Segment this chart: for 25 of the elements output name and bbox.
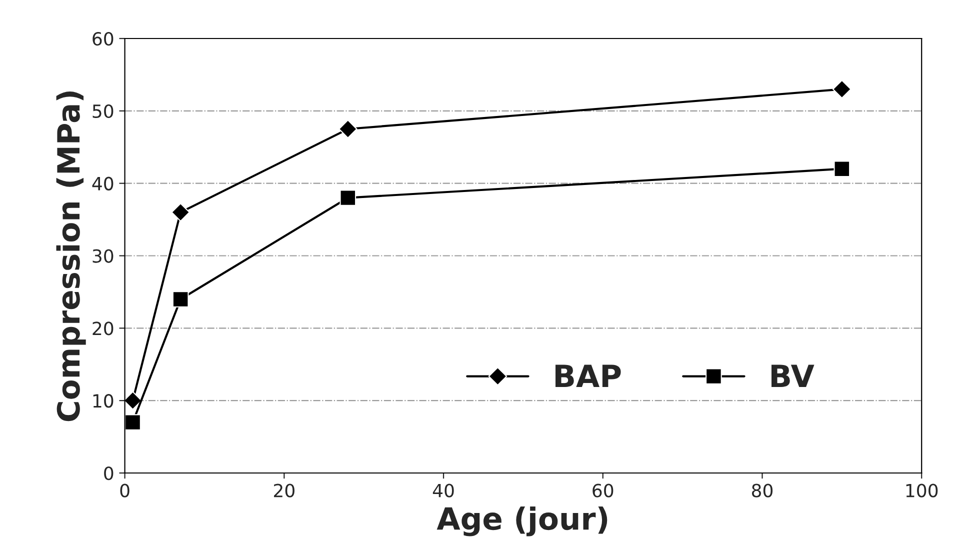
point — [124, 391, 142, 410]
y-tick-label: 10 — [93, 394, 114, 408]
legend-label: BV — [772, 364, 814, 388]
point — [124, 414, 141, 430]
point — [340, 190, 356, 206]
point — [172, 291, 189, 308]
point — [832, 80, 852, 99]
y-tick-label: 40 — [92, 176, 114, 190]
y-tick-label: 20 — [92, 322, 114, 336]
y-tick-label: 0 — [104, 466, 114, 480]
y-axis-title: Compression (MPa) — [56, 92, 86, 422]
x-tick-label: 80 — [752, 484, 773, 498]
point — [338, 120, 358, 138]
point — [834, 160, 850, 178]
x-tick-label: 40 — [432, 484, 454, 498]
y-tick-label: 50 — [92, 104, 114, 118]
x-tick-label: 60 — [592, 484, 614, 498]
x-axis-title: Age (jour) — [436, 506, 608, 536]
x-tick-label: 0 — [120, 484, 130, 498]
y-tick-label: 60 — [92, 32, 114, 46]
point — [171, 202, 190, 222]
x-tick-label: 20 — [274, 484, 294, 498]
legend-label: BAP — [556, 364, 621, 388]
y-tick-label: 30 — [92, 249, 114, 263]
x-tick-label: 100 — [906, 484, 938, 498]
